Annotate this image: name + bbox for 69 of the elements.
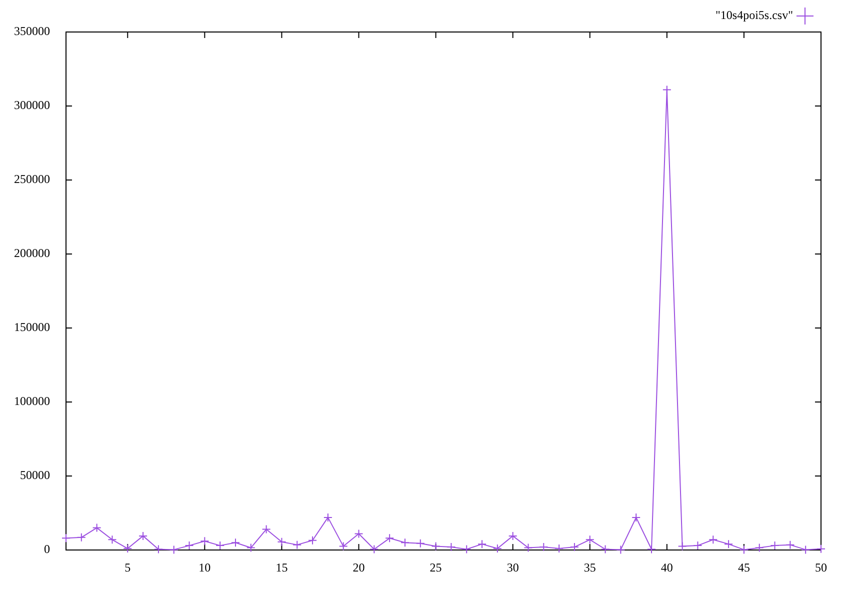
x-tick-label: 15 <box>276 560 288 574</box>
point <box>816 544 826 554</box>
y-tick-label: 200000 <box>14 246 50 260</box>
point <box>724 540 734 549</box>
point <box>632 512 641 522</box>
point <box>154 544 163 554</box>
x-tick-label: 25 <box>430 560 442 574</box>
point <box>308 536 318 545</box>
x-tick-label: 50 <box>815 560 827 574</box>
x-tick-label: 10 <box>198 560 211 574</box>
point <box>184 541 194 550</box>
point <box>600 544 610 554</box>
point <box>647 544 656 554</box>
y-tick-label: 150000 <box>14 320 50 334</box>
point <box>801 545 810 554</box>
point <box>292 540 302 550</box>
point <box>554 544 564 554</box>
legend-label: "10s4poi5s.csv" <box>716 8 794 22</box>
point <box>385 534 394 543</box>
point <box>338 542 348 551</box>
point <box>616 545 626 554</box>
point <box>216 541 225 550</box>
point <box>462 544 472 554</box>
point <box>492 544 502 554</box>
point <box>539 542 548 552</box>
point <box>770 541 780 550</box>
point <box>754 543 764 552</box>
x-tick-label: 40 <box>660 560 673 574</box>
point <box>585 535 594 544</box>
point <box>446 542 456 552</box>
point <box>108 535 117 544</box>
x-tick-label: 5 <box>124 560 131 574</box>
point <box>708 535 718 544</box>
y-tick-label: 100000 <box>14 394 50 408</box>
x-tick-label: 45 <box>738 560 750 574</box>
point <box>262 524 271 534</box>
point <box>400 538 410 548</box>
y-tick-label: 0 <box>44 542 50 556</box>
point <box>524 543 533 552</box>
point <box>431 542 440 551</box>
point <box>662 85 672 94</box>
point <box>246 543 256 552</box>
point <box>123 544 132 554</box>
point <box>76 532 86 542</box>
point <box>277 537 286 546</box>
point <box>323 512 332 522</box>
x-tick-label: 20 <box>352 560 365 574</box>
point <box>478 540 487 549</box>
point <box>678 542 687 551</box>
point <box>138 531 148 540</box>
point <box>739 545 748 554</box>
point <box>200 536 210 546</box>
y-tick-label: 300000 <box>14 98 50 112</box>
x-tick-label: 30 <box>506 560 519 574</box>
point <box>416 538 425 548</box>
x-tick-label: 35 <box>584 560 596 574</box>
point <box>508 531 518 540</box>
point <box>92 523 102 532</box>
y-tick-label: 250000 <box>14 172 50 186</box>
y-tick-label: 50000 <box>20 468 50 482</box>
point <box>786 540 795 550</box>
point <box>693 541 702 550</box>
point <box>169 545 178 554</box>
point <box>370 544 379 554</box>
point <box>62 534 70 543</box>
y-tick-label: 350000 <box>14 24 50 38</box>
point <box>230 538 240 548</box>
point <box>354 529 364 538</box>
point <box>570 542 579 552</box>
